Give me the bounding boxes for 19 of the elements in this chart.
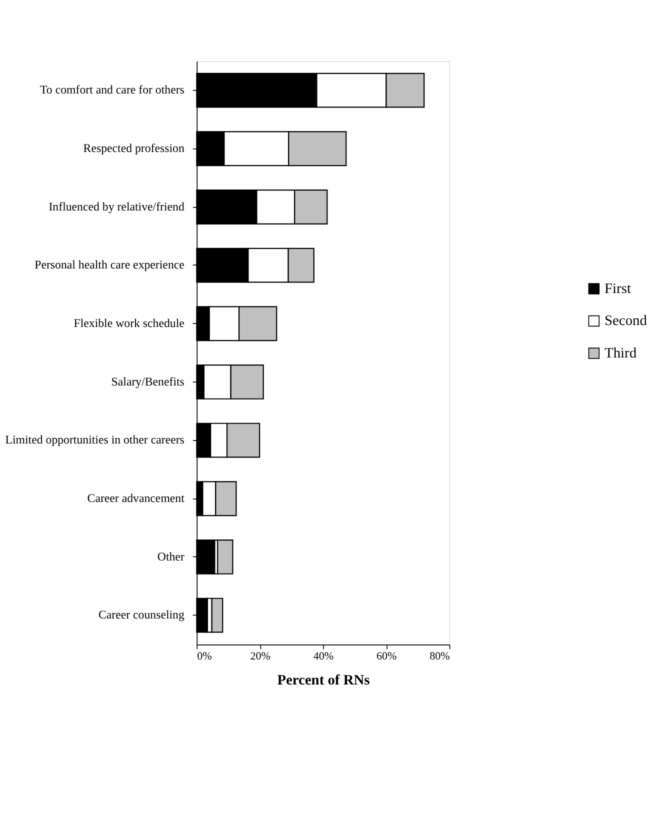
y-tick-label: Career counseling	[98, 608, 184, 622]
y-tick-label: Personal health care experience	[34, 258, 184, 272]
x-tick-label: 60%	[376, 650, 397, 662]
y-tick-label: Other	[157, 549, 184, 564]
y-tick-label: Influenced by relative/friend	[48, 199, 184, 214]
legend-label: Second	[604, 313, 648, 330]
y-tick-label: To comfort and care for others	[40, 82, 185, 97]
legend-label: First	[604, 281, 631, 298]
x-tick-label: 40%	[313, 650, 334, 662]
y-tick-label: Respected profession	[83, 141, 184, 156]
x-axis-title: Percent of RNs	[277, 672, 370, 689]
x-tick-label: 0%	[197, 650, 212, 662]
y-tick-label: Flexible work schedule	[74, 316, 184, 330]
y-tick-label: Limited opportunities in other careers	[5, 432, 185, 447]
x-tick-label: 80%	[430, 650, 450, 662]
legend-label: Third	[604, 345, 638, 362]
y-tick-label: Salary/Benefits	[111, 374, 185, 388]
y-tick-label: Career advancement	[87, 491, 186, 506]
x-tick-label: 20%	[250, 650, 270, 662]
